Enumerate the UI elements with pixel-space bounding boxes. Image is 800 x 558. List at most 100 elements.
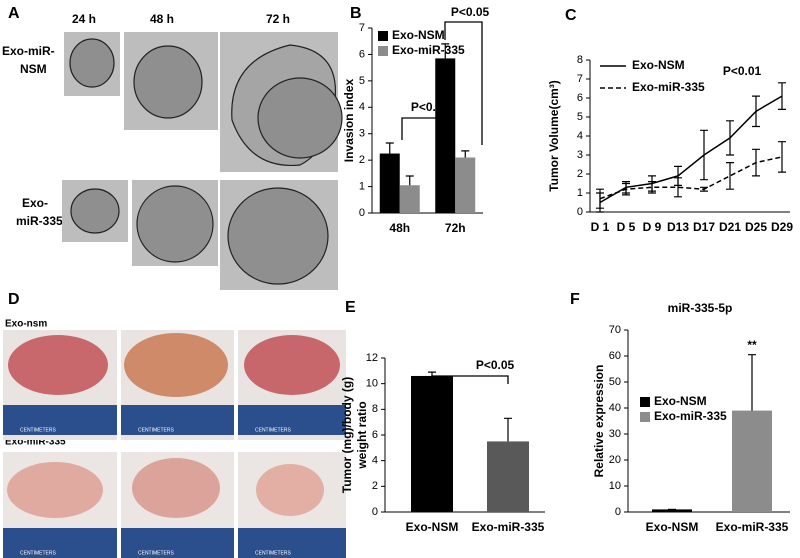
legend-swatch xyxy=(640,397,650,407)
row-label: Exo- xyxy=(22,196,48,210)
x-tick-label: D13 xyxy=(667,220,689,234)
x-tick-label: D17 xyxy=(693,220,715,234)
error-bar xyxy=(461,150,470,158)
annotation: ** xyxy=(747,338,757,352)
chart-title: miR-335-5p xyxy=(668,301,733,315)
ruler-text: CENTIMETERS xyxy=(20,550,57,556)
panel-label: A xyxy=(8,5,20,22)
x-tick-label: D 9 xyxy=(643,220,662,234)
x-tick-label: D21 xyxy=(719,220,741,234)
x-tick-label: 72h xyxy=(445,221,466,235)
y-tick-label: 40 xyxy=(609,402,621,414)
y-tick-label: 30 xyxy=(609,428,621,440)
y-tick-label: 6 xyxy=(577,92,583,104)
x-tick-label: Exo-NSM xyxy=(406,520,459,534)
error-bar xyxy=(504,417,512,442)
error-bar xyxy=(385,142,394,154)
y-tick-label: 0 xyxy=(577,206,583,218)
legend-label: Exo-miR-335 xyxy=(654,409,727,423)
x-tick-label: D25 xyxy=(745,220,767,234)
y-tick-label: 60 xyxy=(609,350,621,362)
legend-label: Exo-miR-335 xyxy=(392,43,465,57)
ruler-text: CENTIMETERS xyxy=(20,427,57,433)
y-tick-label: 50 xyxy=(609,376,621,388)
annotation: P<0.01 xyxy=(723,64,762,78)
y-tick-label: 4 xyxy=(372,455,378,467)
y-axis-label: Relative expression xyxy=(592,365,606,478)
y-tick-label: 12 xyxy=(366,352,378,364)
y-tick-label: 0 xyxy=(372,506,378,518)
legend-swatch xyxy=(378,46,388,56)
error-bar xyxy=(674,177,682,198)
y-tick-label: 3 xyxy=(577,149,583,161)
x-tick-label: Exo-miR-335 xyxy=(472,520,545,534)
y-tick-label: 6 xyxy=(372,429,378,441)
y-tick-label: 10 xyxy=(366,378,378,390)
annotation: P<0.05 xyxy=(476,358,515,372)
bar xyxy=(411,375,453,512)
y-tick-label: 0 xyxy=(615,506,621,518)
error-bar xyxy=(752,95,760,128)
y-tick-label: 2 xyxy=(372,480,378,492)
error-bar xyxy=(596,188,604,209)
bar xyxy=(652,509,692,512)
bar xyxy=(732,410,772,512)
y-tick-label: 1 xyxy=(577,187,583,199)
panel-label: D xyxy=(8,291,20,308)
error-bar xyxy=(778,141,786,173)
column-label: 24 h xyxy=(72,12,96,26)
micrographs xyxy=(62,32,343,290)
line xyxy=(599,156,783,200)
y-tick-label: 4 xyxy=(577,130,583,142)
error-bar xyxy=(748,354,756,411)
y-axis-label: weight ratio xyxy=(355,401,369,469)
panel-label: E xyxy=(345,299,356,316)
error-bar xyxy=(441,43,450,59)
legend-swatch xyxy=(640,412,650,422)
x-tick-label: Exo-NSM xyxy=(646,520,699,534)
panel-label: F xyxy=(570,291,580,308)
y-tick-label: 6 xyxy=(359,48,365,60)
y-tick-label: 8 xyxy=(577,54,583,66)
bar xyxy=(487,441,529,512)
error-bar xyxy=(700,186,708,192)
y-axis-label: Tumor (mg)/body (g) xyxy=(340,377,354,493)
error-bar xyxy=(700,129,708,181)
line xyxy=(599,95,783,204)
x-tick-label: D 5 xyxy=(617,220,636,234)
bar xyxy=(399,185,420,213)
x-tick-label: D29 xyxy=(771,220,793,234)
error-bar xyxy=(752,148,760,177)
row-label: Exo-miR-335 xyxy=(5,437,66,448)
x-tick-label: D 1 xyxy=(591,220,610,234)
y-tick-label: 70 xyxy=(609,324,621,336)
y-tick-label: 5 xyxy=(359,75,365,87)
y-tick-label: 7 xyxy=(577,73,583,85)
y-tick-label: 2 xyxy=(577,168,583,180)
y-tick-label: 10 xyxy=(609,480,621,492)
legend-label: Exo-NSM xyxy=(392,28,445,42)
y-tick-label: 20 xyxy=(609,454,621,466)
tumor-photos xyxy=(3,330,346,558)
error-bar xyxy=(726,162,734,190)
error-bar xyxy=(778,82,786,110)
bar xyxy=(435,58,456,214)
ruler-text: CENTIMETERS xyxy=(255,427,292,433)
y-tick-label: 3 xyxy=(359,128,365,140)
y-tick-label: 8 xyxy=(372,403,378,415)
legend-label: Exo-miR-335 xyxy=(632,80,705,94)
error-bar xyxy=(428,371,436,376)
panel-label: B xyxy=(350,5,362,22)
ruler-text: CENTIMETERS xyxy=(255,550,292,556)
row-label: Exo-miR- xyxy=(2,44,55,58)
error-bar xyxy=(622,182,630,196)
column-label: 72 h xyxy=(266,12,290,26)
error-bar xyxy=(405,175,414,186)
bar xyxy=(455,157,476,213)
legend-label: Exo-NSM xyxy=(654,394,707,408)
x-tick-label: Exo-miR-335 xyxy=(716,520,789,534)
error-bar xyxy=(648,181,656,194)
y-tick-label: 0 xyxy=(359,207,365,219)
bar xyxy=(379,153,400,213)
